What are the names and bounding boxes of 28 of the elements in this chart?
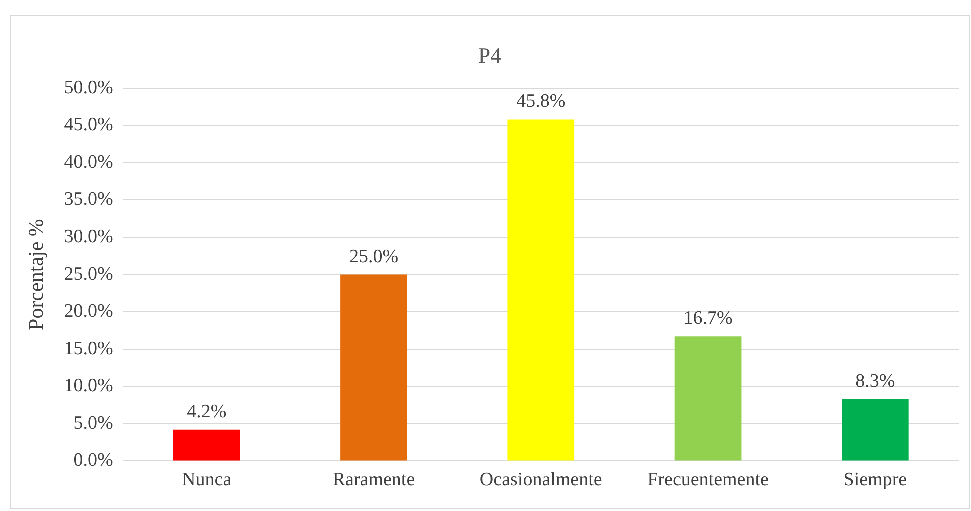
bar xyxy=(842,399,909,461)
bar xyxy=(674,336,742,461)
x-tick-label: Siempre xyxy=(844,470,908,491)
y-tick-label: 10.0% xyxy=(64,376,114,397)
x-tick-label: Raramente xyxy=(332,470,416,491)
y-tick-label: 15.0% xyxy=(64,338,114,360)
y-tick-label: 45.0% xyxy=(64,114,114,136)
x-tick-label: Frecuentemente xyxy=(648,470,769,491)
bar xyxy=(508,120,575,461)
y-tick-label: 5.0% xyxy=(74,412,114,434)
data-label: 16.7% xyxy=(684,308,733,330)
bar xyxy=(173,430,240,461)
y-tick-label: 35.0% xyxy=(64,189,114,210)
y-tick-label: 20.0% xyxy=(64,301,114,322)
y-tick-label: 0.0% xyxy=(74,450,114,472)
y-tick-label: 25.0% xyxy=(64,264,114,285)
chart-title: P4 xyxy=(478,42,502,68)
y-tick-label: 40.0% xyxy=(64,152,114,173)
y-tick-label: 50.0% xyxy=(64,77,114,98)
data-label: 4.2% xyxy=(187,401,227,422)
x-tick-label: Ocasionalmente xyxy=(480,470,602,491)
y-axis-title: Porcentaje % xyxy=(24,219,48,330)
x-tick-label: Nunca xyxy=(182,470,232,491)
y-tick-label: 30.0% xyxy=(64,226,114,248)
data-label: 45.8% xyxy=(516,91,566,112)
data-label: 8.3% xyxy=(856,370,896,392)
data-label: 25.0% xyxy=(349,246,399,268)
bar xyxy=(340,274,408,461)
